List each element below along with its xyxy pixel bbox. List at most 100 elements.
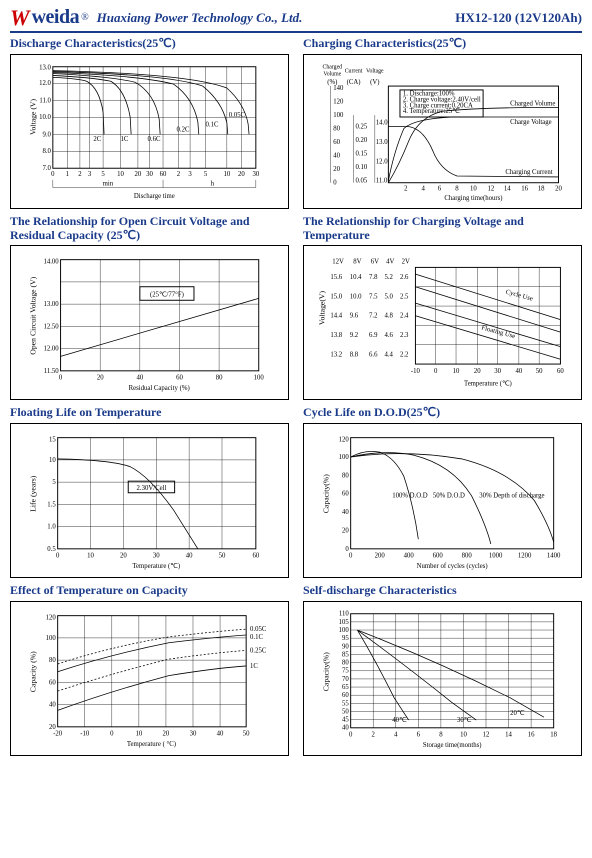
svg-text:18: 18 — [550, 731, 557, 738]
svg-text:1.0: 1.0 — [47, 524, 56, 531]
svg-text:40: 40 — [515, 368, 522, 375]
svg-text:60: 60 — [342, 692, 349, 699]
svg-text:8.8: 8.8 — [350, 352, 359, 359]
svg-text:80: 80 — [333, 125, 340, 132]
svg-text:10: 10 — [223, 171, 230, 178]
logo-text: weida — [32, 6, 80, 29]
svg-text:20: 20 — [135, 171, 142, 178]
svg-text:120: 120 — [339, 437, 350, 444]
svg-text:100: 100 — [254, 375, 265, 382]
svg-text:2: 2 — [404, 185, 407, 192]
svg-text:(CA): (CA) — [347, 79, 361, 86]
svg-text:0: 0 — [434, 368, 438, 375]
svg-text:16: 16 — [528, 731, 535, 738]
svg-text:h: h — [211, 180, 215, 187]
svg-text:16: 16 — [521, 185, 528, 192]
svg-text:8V: 8V — [353, 259, 361, 266]
svg-text:0: 0 — [110, 731, 114, 738]
svg-text:9.6: 9.6 — [350, 313, 359, 320]
svg-text:10: 10 — [135, 731, 142, 738]
svg-text:10: 10 — [453, 368, 460, 375]
svg-text:120: 120 — [46, 615, 57, 622]
svg-text:140: 140 — [333, 85, 344, 92]
svg-text:600: 600 — [433, 553, 444, 560]
svg-text:50: 50 — [536, 368, 543, 375]
svg-text:Capacity(%): Capacity(%) — [321, 652, 330, 691]
cyclelife-chart: Capacity(%) 0 20 40 60 80 100 120 0 200 … — [303, 423, 582, 578]
svg-text:6.9: 6.9 — [369, 332, 378, 339]
charging-cell: Charging Characteristics(25℃) ChargedVol… — [303, 37, 582, 209]
svg-text:13.0: 13.0 — [39, 64, 51, 71]
svg-text:Storage time(months): Storage time(months) — [423, 742, 482, 749]
svg-text:min: min — [103, 180, 114, 187]
svg-text:-10: -10 — [411, 368, 421, 375]
svg-text:12.0: 12.0 — [39, 80, 51, 87]
svg-text:20: 20 — [555, 185, 562, 192]
svg-text:80: 80 — [342, 660, 349, 667]
svg-text:Residual Capacity (%): Residual Capacity (%) — [129, 386, 190, 393]
svg-text:14: 14 — [504, 185, 511, 192]
svg-text:30: 30 — [146, 171, 153, 178]
discharge-chart: Voltage (V) 7.0 8.0 9.0 10.0 11.0 12.0 1… — [10, 54, 289, 209]
svg-text:10.0: 10.0 — [39, 114, 51, 121]
company-name: Huaxiang Power Technology Co., Ltd. — [97, 10, 303, 26]
svg-text:2V: 2V — [402, 259, 410, 266]
svg-text:13.2: 13.2 — [330, 352, 342, 359]
svg-text:4V: 4V — [386, 259, 394, 266]
logo: W weida ® — [10, 6, 89, 29]
svg-text:5.0: 5.0 — [385, 294, 394, 301]
svg-text:75: 75 — [342, 668, 349, 675]
svg-text:14.00: 14.00 — [43, 259, 59, 266]
svg-text:45: 45 — [342, 717, 349, 724]
svg-text:14.0: 14.0 — [376, 120, 388, 127]
svg-text:Voltage: Voltage — [366, 68, 384, 74]
cvtemp-cell: The Relationship for Charging Voltage an… — [303, 215, 582, 401]
svg-text:110: 110 — [339, 611, 349, 618]
svg-text:60: 60 — [333, 139, 340, 146]
svg-text:11.0: 11.0 — [376, 178, 388, 185]
ocv-title: The Relationship for Open Circuit Voltag… — [10, 215, 289, 243]
svg-text:Floating Use: Floating Use — [481, 325, 516, 341]
svg-text:11.50: 11.50 — [44, 368, 60, 375]
svg-text:Volume: Volume — [323, 71, 341, 77]
svg-text:20: 20 — [163, 731, 170, 738]
svg-text:-10: -10 — [80, 731, 90, 738]
svg-text:4.8: 4.8 — [385, 313, 394, 320]
tempeffect-cell: Effect of Temperature on Capacity — [10, 584, 289, 756]
svg-text:0.05C: 0.05C — [250, 626, 267, 633]
svg-text:Temperature ( °C): Temperature ( °C) — [127, 741, 176, 748]
svg-text:50: 50 — [342, 708, 349, 715]
svg-text:0.15: 0.15 — [356, 150, 368, 157]
svg-text:Open Circuit Voltage (V): Open Circuit Voltage (V) — [28, 277, 37, 355]
svg-text:18: 18 — [538, 185, 545, 192]
cyclelife-cell: Cycle Life on D.O.D(25℃) Capacity(%) 0 2… — [303, 406, 582, 578]
svg-text:5.2: 5.2 — [385, 274, 393, 281]
svg-text:60: 60 — [160, 171, 167, 178]
svg-text:7.8: 7.8 — [369, 274, 378, 281]
svg-text:2.3: 2.3 — [400, 332, 409, 339]
discharge-title: Discharge Characteristics(25℃) — [10, 37, 289, 51]
svg-text:9.0: 9.0 — [42, 131, 51, 138]
svg-text:800: 800 — [462, 553, 473, 560]
svg-text:90: 90 — [342, 643, 349, 650]
ocv-cell: The Relationship for Open Circuit Voltag… — [10, 215, 289, 401]
svg-text:40: 40 — [217, 731, 224, 738]
discharge-cell: Discharge Characteristics(25℃) — [10, 37, 289, 209]
charging-title: Charging Characteristics(25℃) — [303, 37, 582, 51]
svg-text:4: 4 — [421, 185, 425, 192]
svg-text:Charged: Charged — [323, 64, 343, 70]
svg-text:Number of cycles (cycles): Number of cycles (cycles) — [417, 563, 488, 570]
svg-text:2.30V/Cell: 2.30V/Cell — [137, 485, 167, 492]
svg-text:0.5: 0.5 — [47, 546, 56, 553]
svg-text:0.05C: 0.05C — [229, 112, 246, 119]
svg-text:8: 8 — [455, 185, 459, 192]
svg-text:100: 100 — [333, 112, 344, 119]
svg-text:2.2: 2.2 — [400, 352, 408, 359]
svg-text:2: 2 — [78, 171, 81, 178]
svg-text:60: 60 — [252, 553, 259, 560]
svg-text:60: 60 — [342, 491, 349, 498]
svg-text:40: 40 — [333, 152, 340, 159]
svg-text:4: 4 — [394, 731, 398, 738]
svg-text:40: 40 — [136, 375, 143, 382]
svg-text:Charging Current: Charging Current — [505, 169, 552, 176]
